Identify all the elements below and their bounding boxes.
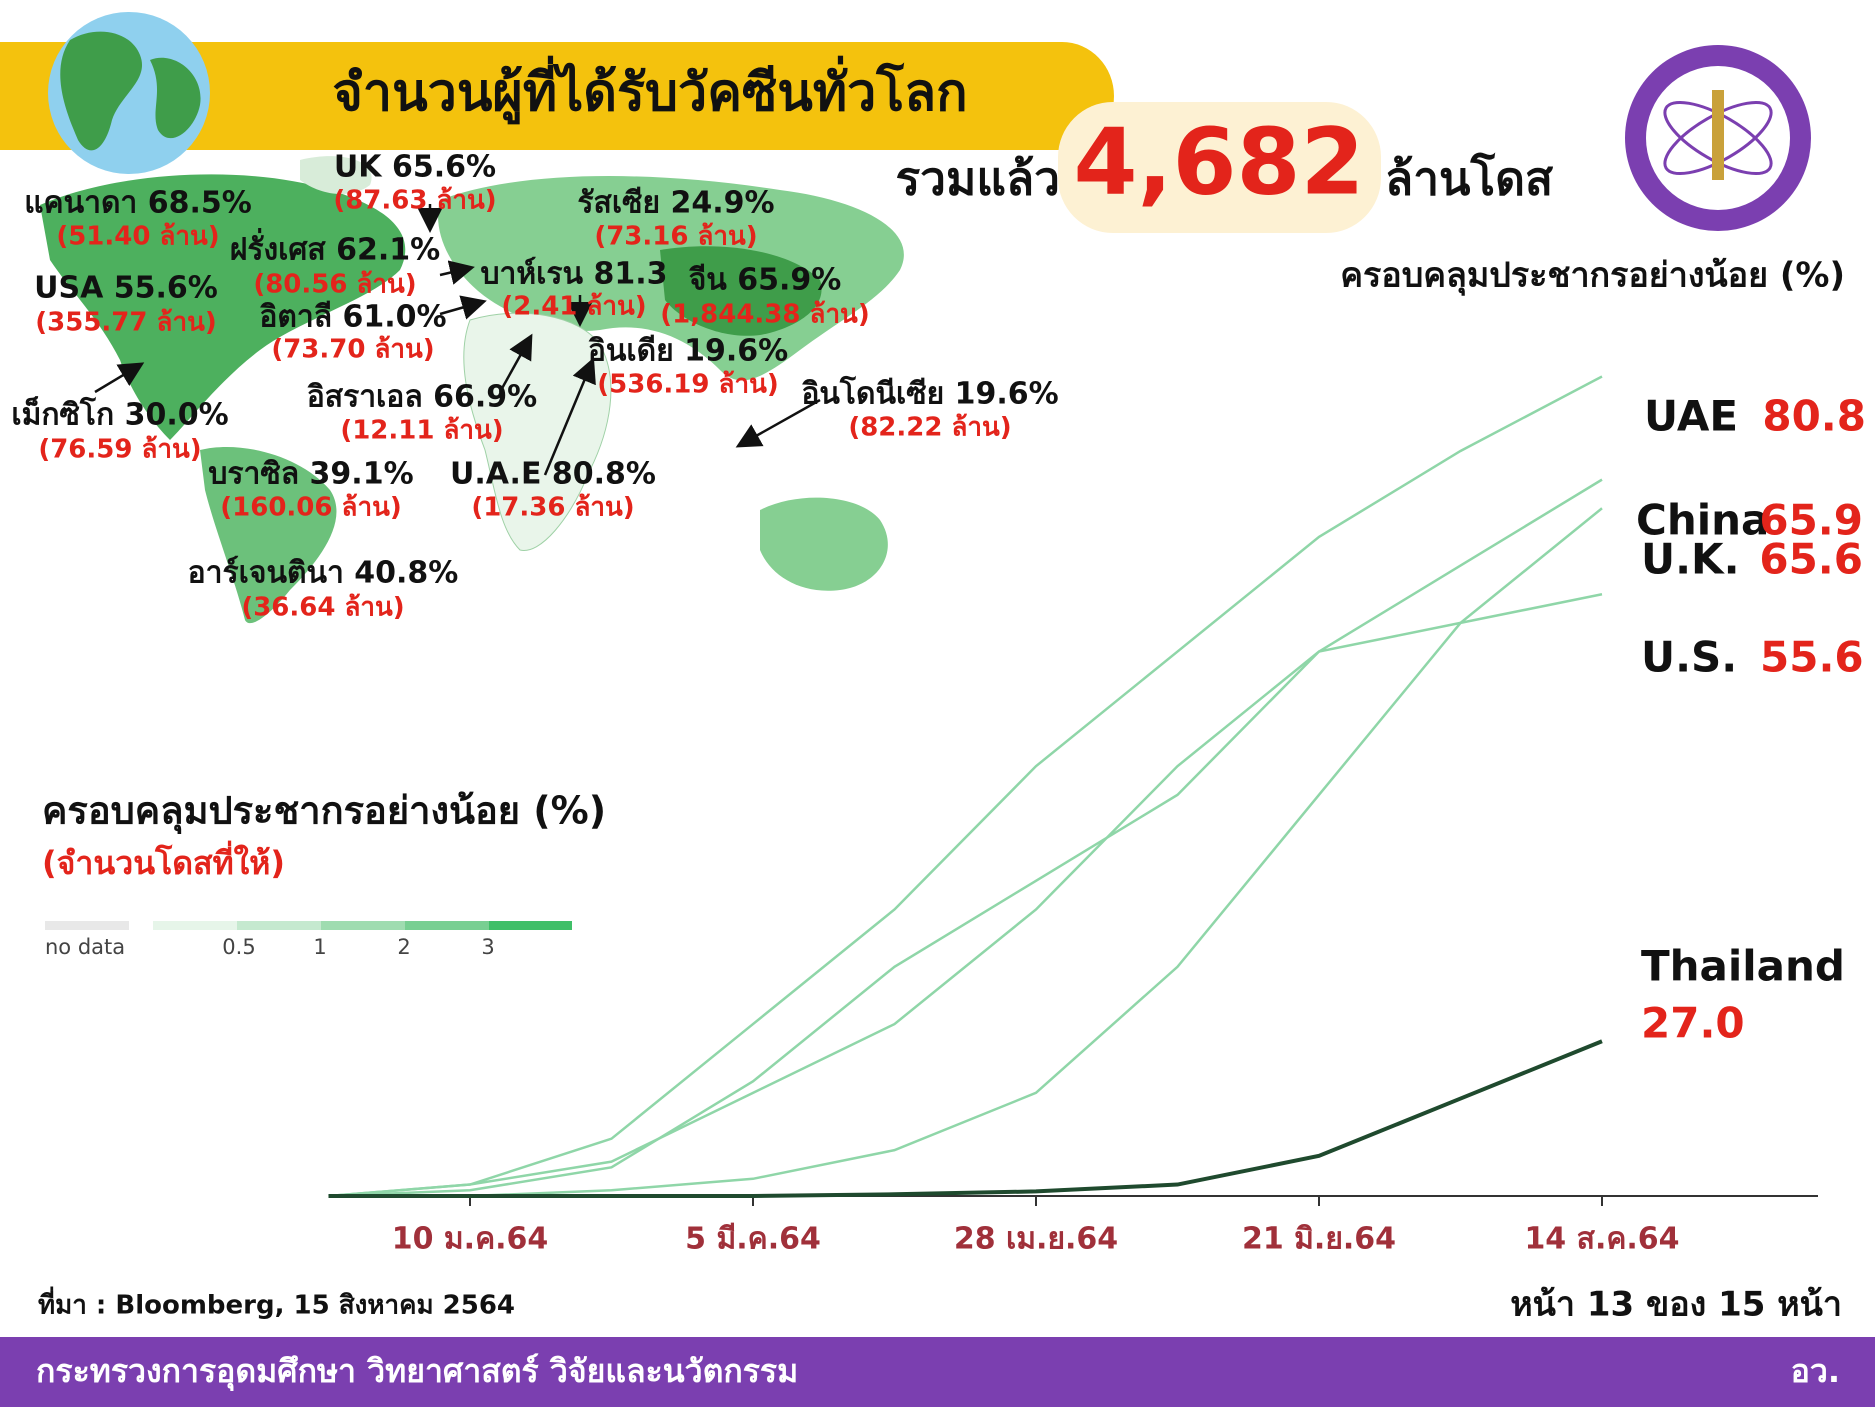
country-doses: (73.16 ล้าน): [594, 222, 757, 252]
series-end-label: 80.8: [1762, 392, 1866, 441]
series-line: [328, 507, 1603, 1198]
series-end-label: 65.9: [1759, 496, 1863, 545]
country-doses: (12.11 ล้าน): [340, 416, 503, 446]
legend-tick-label: 0.5: [222, 935, 255, 959]
series-end-label: 27.0: [1641, 999, 1745, 1048]
arrow: [543, 357, 596, 476]
page-number: หน้า 13 ของ 15 หน้า: [1510, 1285, 1842, 1325]
arrow: [439, 260, 475, 285]
source: ที่มา : Bloomberg, 15 สิงหาคม 2564: [38, 1286, 515, 1321]
series-line: [328, 478, 1603, 1198]
series-line: [328, 1039, 1603, 1198]
country-doses: (73.70 ล้าน): [271, 335, 434, 365]
series-line: [328, 375, 1603, 1198]
legend-swatch: [153, 921, 237, 930]
country-doses: (17.36 ล้าน): [471, 493, 634, 523]
country-label: UK 65.6%: [334, 150, 496, 185]
country-label: อินโดนีเซีย 19.6%: [801, 375, 1058, 412]
series-line: [328, 593, 1603, 1198]
logo-torch: [1712, 90, 1724, 180]
series-name: UAE: [1644, 392, 1738, 441]
arrow: [735, 398, 821, 448]
map-arrows: [94, 204, 821, 476]
coverage-heading: ครอบคลุมประชากรอย่างน้อย (%): [1340, 256, 1845, 297]
country-label: USA 55.6%: [34, 271, 218, 306]
series-end-label: 65.6: [1759, 535, 1863, 584]
arrow: [439, 295, 487, 320]
country-doses: (2.41 ล้าน): [501, 292, 646, 322]
legend-no-data-label: no data: [45, 935, 125, 959]
country-doses: (80.56 ล้าน): [253, 270, 416, 300]
country-label: อินเดีย 19.6%: [588, 334, 788, 369]
legend-swatch: [489, 921, 572, 930]
legend-tick-label: 3: [481, 935, 494, 959]
legend-swatch: [405, 921, 489, 930]
country-doses: (355.77 ล้าน): [35, 308, 216, 338]
x-tick-label: 5 มี.ค.64: [685, 1222, 821, 1257]
series-name: U.S.: [1641, 633, 1737, 682]
country-doses: (87.63 ล้าน): [333, 186, 496, 216]
legend-tick-label: 1: [313, 935, 326, 959]
country-doses: (76.59 ล้าน): [38, 435, 201, 465]
country-doses: (51.40 ล้าน): [56, 222, 219, 252]
series-name: Thailand: [1641, 942, 1845, 991]
australia: [760, 497, 888, 591]
series-end-label: 55.6: [1760, 633, 1864, 682]
total: 4,682: [1073, 108, 1364, 215]
country-label: บราซิล 39.1%: [208, 457, 413, 492]
country-label: ฝรั่งเศส 62.1%: [230, 228, 440, 268]
legend-tick-label: 2: [397, 935, 410, 959]
logo-orbit: [1663, 100, 1773, 176]
greenland: [300, 156, 372, 195]
country-label: อิตาลี 61.0%: [259, 300, 446, 335]
footer-short: อว.: [1791, 1352, 1840, 1390]
title: จำนวนผู้ที่ได้รับวัคซีนทั่วโลก: [332, 56, 967, 125]
country-doses: (1,844.38 ล้าน): [660, 300, 869, 330]
legend-no-data: [45, 921, 129, 930]
country-label: เม็กซิโก 30.0%: [11, 396, 228, 433]
country-doses: (82.22 ล้าน): [848, 413, 1011, 443]
total-pill: [1058, 102, 1381, 233]
country-label: จีน 65.9%: [688, 263, 841, 298]
title-banner: [0, 42, 1114, 150]
x-tick-label: 14 ส.ค.64: [1524, 1222, 1679, 1257]
legend-swatch: [321, 921, 405, 930]
country-label: อิสราเอล 66.9%: [307, 380, 537, 415]
country-doses: (160.06 ล้าน): [220, 493, 401, 523]
country-label: รัสเซีย 24.9%: [577, 186, 774, 221]
legend-title: ครอบคลุมประชากรอย่างน้อย (%): [42, 789, 606, 835]
china: [660, 246, 822, 336]
country-label: แคนาดา 68.5%: [24, 186, 252, 221]
x-tick-label: 21 มิ.ย.64: [1242, 1222, 1396, 1257]
country-label: U.A.E 80.8%: [450, 457, 656, 492]
arrow: [498, 333, 533, 393]
total-prefix: รวมแล้ว: [895, 152, 1060, 206]
globe-land: [60, 31, 201, 151]
country-label: อาร์เจนตินา 40.8%: [188, 556, 459, 591]
country-doses: (536.19 ล้าน): [597, 370, 778, 400]
x-tick-label: 28 เม.ย.64: [954, 1222, 1118, 1257]
total-unit: ล้านโดส: [1385, 152, 1554, 206]
footer-ministry: กระทรวงการอุดมศึกษา วิทยาศาสตร์ วิจัยและ…: [36, 1352, 798, 1392]
footer-bar: [0, 1337, 1875, 1407]
series-name: U.K.: [1641, 535, 1740, 584]
south-america: [200, 446, 337, 624]
x-tick-label: 10 ม.ค.64: [392, 1222, 549, 1257]
logo-orbit: [1663, 100, 1773, 176]
legend-subtitle: (จำนวนโดสที่ให้): [42, 840, 285, 882]
series-name: China: [1636, 496, 1769, 545]
legend-swatch: [237, 921, 321, 930]
country-label: บาห์เรน 81.3: [480, 257, 667, 292]
arrow: [94, 362, 145, 394]
country-doses: (36.64 ล้าน): [241, 593, 404, 623]
